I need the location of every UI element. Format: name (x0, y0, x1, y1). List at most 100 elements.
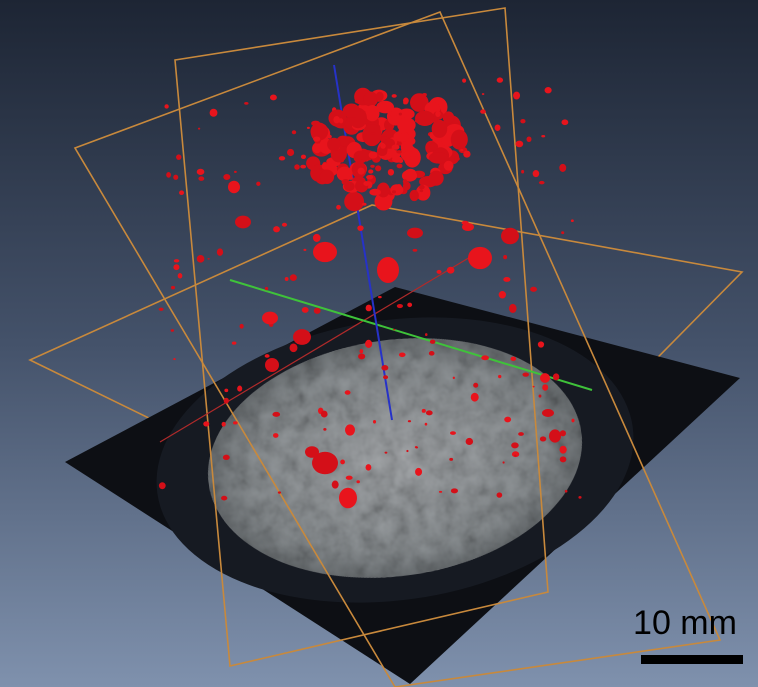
particle (174, 259, 180, 262)
particle (403, 179, 407, 183)
particle (349, 176, 353, 180)
particle (426, 410, 433, 415)
particle (392, 94, 397, 98)
particle (336, 205, 341, 210)
particle (407, 303, 412, 307)
particle (462, 78, 466, 82)
particle (322, 163, 329, 170)
particle (540, 373, 550, 383)
particle (538, 341, 544, 347)
particle (451, 488, 458, 493)
particle (388, 169, 394, 176)
particle (406, 450, 408, 452)
scale-bar-label: 10 mm (633, 604, 737, 642)
particle (383, 375, 388, 379)
particle (453, 377, 455, 379)
particle (307, 127, 310, 129)
particle (501, 228, 519, 244)
particle (397, 117, 416, 132)
particle (370, 165, 375, 168)
particle (282, 223, 287, 227)
particle (553, 373, 559, 380)
particle (265, 354, 270, 358)
particle (399, 352, 406, 357)
particle (549, 429, 561, 442)
particle (392, 156, 402, 163)
particle (499, 291, 506, 298)
particle (545, 87, 552, 93)
particle (530, 287, 537, 292)
particle (503, 255, 507, 259)
particle (300, 165, 306, 169)
particle (498, 375, 501, 378)
particle (390, 111, 397, 117)
scale-bar (641, 655, 743, 664)
particle (345, 390, 351, 394)
particle (290, 274, 297, 281)
particle (313, 234, 321, 242)
particle (228, 181, 240, 194)
particle (497, 77, 503, 82)
particle (232, 341, 237, 344)
particle (171, 286, 175, 289)
particle (302, 307, 309, 313)
render-view: 10 mm (0, 0, 758, 687)
particle (342, 179, 350, 185)
particle (197, 255, 205, 263)
particle (425, 333, 427, 336)
particle (533, 170, 540, 177)
particle (339, 118, 344, 123)
particle (375, 165, 381, 171)
particle (559, 446, 566, 454)
particle (408, 420, 411, 422)
particle (223, 174, 230, 180)
particle (313, 137, 320, 142)
particle (366, 464, 372, 470)
particle (178, 273, 183, 279)
particle (278, 491, 281, 493)
particle (343, 103, 360, 118)
particle (420, 189, 424, 192)
particle (473, 383, 478, 388)
particle (237, 386, 242, 392)
particle (518, 432, 524, 436)
particle (542, 409, 554, 417)
particle (198, 176, 204, 180)
particle (542, 384, 548, 391)
particle (327, 135, 332, 139)
particle (415, 447, 418, 449)
particle (366, 305, 372, 312)
particle (468, 247, 492, 269)
particle (571, 419, 574, 423)
particle (159, 308, 164, 311)
particle (450, 431, 456, 435)
particle (210, 109, 218, 117)
particle (362, 203, 367, 206)
particle (321, 411, 328, 418)
particle (425, 423, 428, 426)
particle (504, 417, 511, 423)
particle (285, 277, 289, 281)
particle (561, 231, 564, 234)
particle (480, 109, 486, 113)
particle (495, 124, 501, 131)
particle (511, 442, 519, 448)
particle (429, 152, 448, 163)
particle (176, 154, 181, 160)
particle (533, 386, 535, 388)
particle (287, 149, 294, 156)
particle (244, 102, 248, 105)
particle (305, 446, 319, 458)
particle (522, 373, 528, 377)
particle (345, 424, 355, 435)
particle (565, 490, 568, 493)
particle (164, 104, 168, 108)
particle (397, 304, 403, 308)
particle (393, 329, 395, 330)
particle (368, 169, 373, 173)
particle (179, 190, 184, 195)
particle (380, 143, 386, 148)
particle (313, 242, 337, 262)
particle (222, 422, 226, 427)
particle (404, 151, 411, 159)
